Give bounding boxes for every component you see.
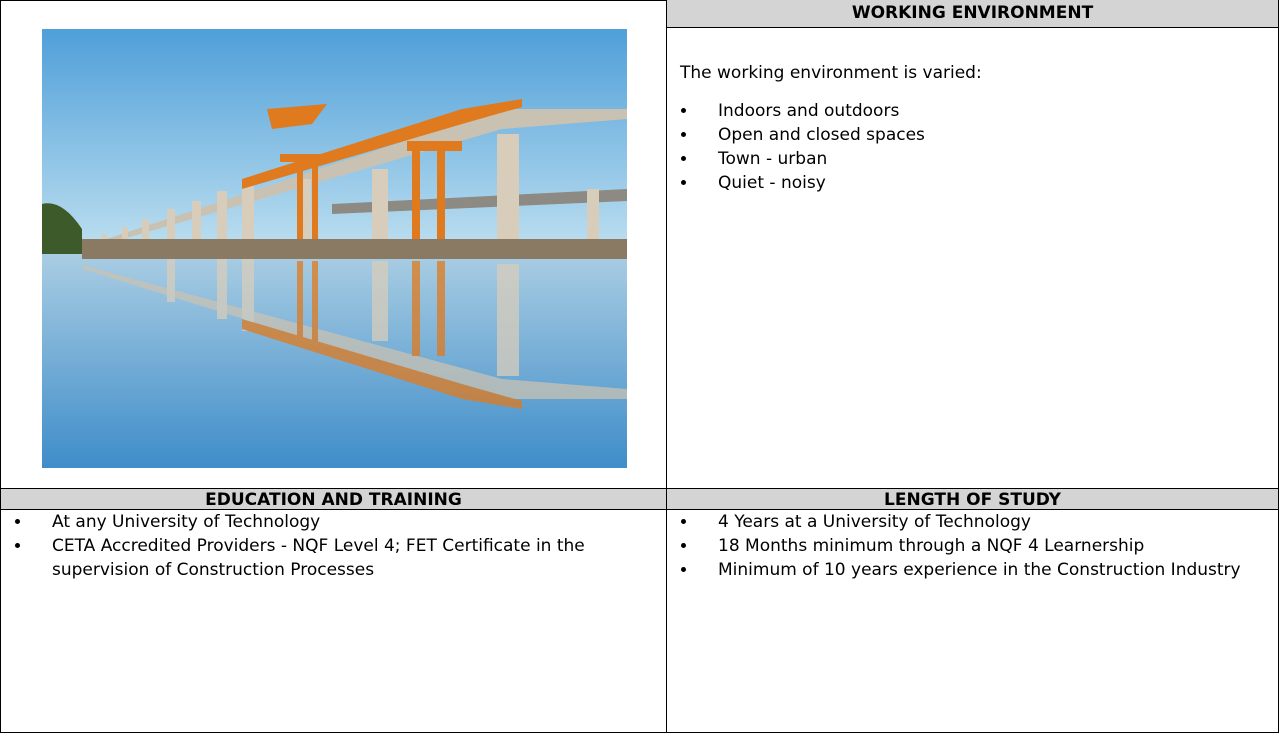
list-item: Minimum of 10 years experience in the Co… <box>698 558 1260 582</box>
header: WORKING ENVIRONMENT <box>667 0 1278 28</box>
list-item: Open and closed spaces <box>698 123 1242 147</box>
bridge-photo <box>42 29 627 468</box>
header: EDUCATION AND TRAINING <box>1 488 666 510</box>
list-item: Town - urban <box>698 147 1242 171</box>
column-divider <box>666 0 667 733</box>
environment-list: Indoors and outdoors Open and closed spa… <box>682 99 1242 195</box>
list-item: Quiet - noisy <box>698 171 1242 195</box>
list-item: CETA Accredited Providers - NQF Level 4;… <box>32 534 616 582</box>
header: LENGTH OF STUDY <box>667 488 1278 510</box>
intro-text: The working environment is varied: <box>680 63 982 83</box>
list-item: Indoors and outdoors <box>698 99 1242 123</box>
education-list: At any University of Technology CETA Acc… <box>0 510 616 582</box>
study-list: 4 Years at a University of Technology 18… <box>674 510 1260 582</box>
list-item: 4 Years at a University of Technology <box>698 510 1260 534</box>
list-item: At any University of Technology <box>32 510 616 534</box>
list-item: 18 Months minimum through a NQF 4 Learne… <box>698 534 1260 558</box>
